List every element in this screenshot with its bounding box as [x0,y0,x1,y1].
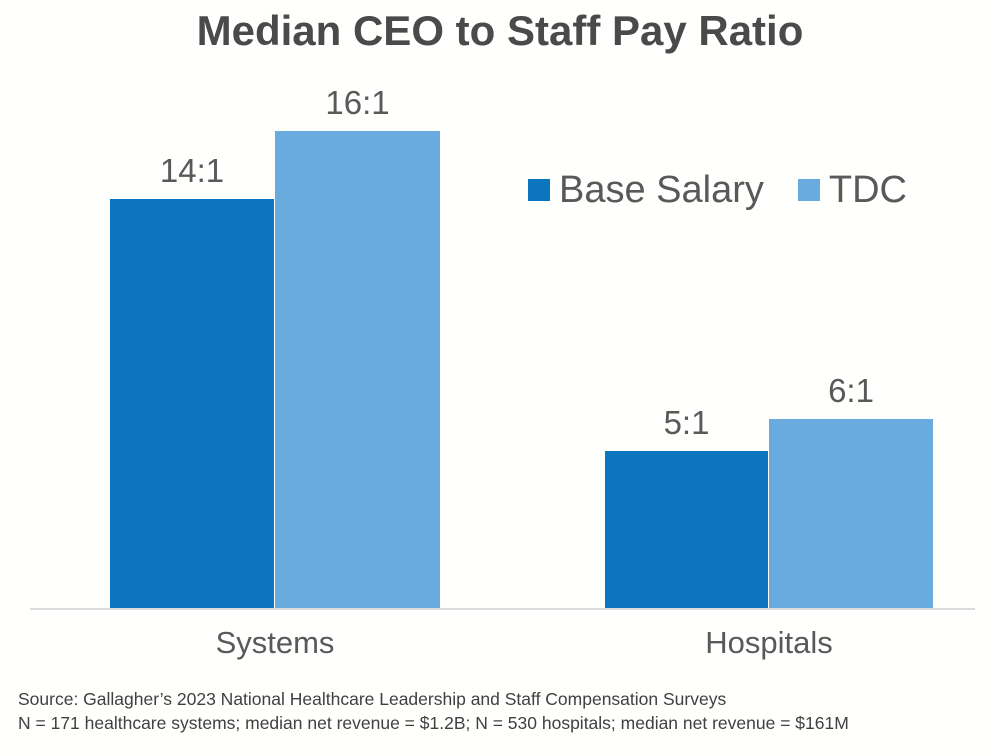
x-axis-label-hospitals: Hospitals [705,625,833,660]
bar-hospitals-tdc[interactable] [769,419,933,610]
footnote: Source: Gallagher’s 2023 National Health… [18,687,988,735]
legend-item-tdc[interactable]: TDC [797,169,907,211]
legend-swatch-icon [797,179,820,201]
bar-label-hospitals-tdc: 6:1 [828,372,874,409]
bar-label-hospitals-base-salary: 5:1 [663,404,710,441]
bar-hospitals-base-salary[interactable] [605,451,768,610]
legend-label-tdc: TDC [828,169,907,211]
bar-label-systems-tdc: 16:1 [325,84,390,121]
x-axis-label-systems: Systems [215,625,335,660]
legend-item-base-salary[interactable]: Base Salary [528,170,764,210]
x-axis-line [30,608,975,610]
bar-systems-tdc[interactable] [275,131,440,610]
plot-area: 14:1 16:1 5:1 6:1 [30,84,975,610]
footnote-sample-line: N = 171 healthcare systems; median net r… [18,713,849,733]
legend-label-base-salary: Base Salary [559,169,764,211]
chart-title: Median CEO to Staff Pay Ratio [196,7,804,54]
bar-systems-base-salary[interactable] [110,199,274,610]
bar-label-systems-base-salary: 14:1 [159,152,225,189]
footnote-source-line: Source: Gallagher’s 2023 National Health… [18,689,727,709]
legend-swatch-icon [528,179,550,201]
legend: Base Salary TDC [528,170,907,210]
